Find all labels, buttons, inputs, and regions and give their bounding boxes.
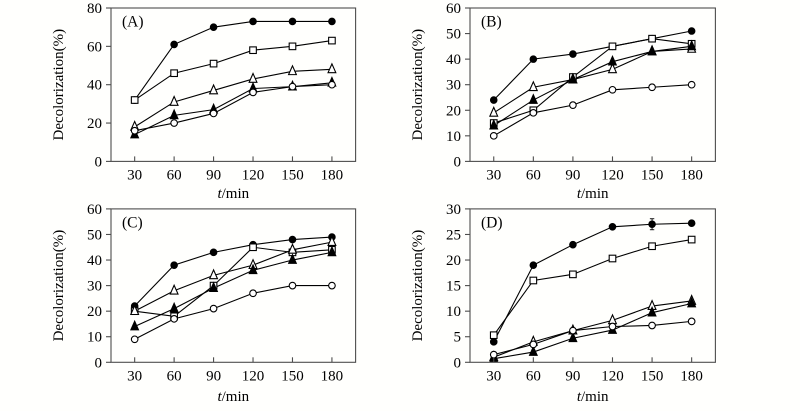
svg-text:60: 60	[167, 368, 182, 384]
svg-text:60: 60	[526, 368, 541, 384]
svg-text:Decolorization(%): Decolorization(%)	[410, 230, 426, 342]
svg-text:50: 50	[446, 27, 461, 43]
svg-text:t/min: t/min	[217, 389, 249, 405]
svg-text:30: 30	[446, 203, 461, 218]
svg-text:t/min: t/min	[577, 389, 609, 405]
svg-text:180: 180	[680, 368, 703, 384]
svg-text:15: 15	[446, 279, 461, 295]
svg-text:(D): (D)	[481, 214, 503, 231]
svg-text:150: 150	[641, 368, 664, 384]
svg-text:90: 90	[206, 167, 221, 183]
svg-text:0: 0	[95, 154, 103, 170]
svg-text:0: 0	[454, 355, 462, 371]
svg-text:120: 120	[601, 368, 624, 384]
svg-text:150: 150	[281, 368, 304, 384]
svg-text:30: 30	[486, 167, 501, 183]
svg-text:30: 30	[446, 78, 461, 94]
svg-text:90: 90	[565, 167, 580, 183]
svg-text:Decolorization(%): Decolorization(%)	[51, 29, 67, 141]
svg-text:40: 40	[87, 78, 102, 94]
svg-text:(B): (B)	[481, 14, 502, 31]
svg-text:30: 30	[127, 368, 142, 384]
svg-text:5: 5	[454, 330, 462, 346]
svg-text:10: 10	[87, 330, 102, 346]
svg-text:60: 60	[167, 167, 182, 183]
svg-text:10: 10	[446, 129, 461, 145]
svg-text:(C): (C)	[122, 214, 143, 231]
svg-text:t/min: t/min	[577, 186, 609, 202]
svg-text:60: 60	[87, 203, 102, 218]
svg-text:25: 25	[446, 227, 461, 243]
svg-text:Decolorization(%): Decolorization(%)	[410, 29, 426, 141]
svg-text:0: 0	[454, 154, 462, 170]
svg-text:20: 20	[446, 103, 461, 119]
svg-text:180: 180	[321, 368, 344, 384]
svg-text:120: 120	[242, 368, 265, 384]
svg-text:20: 20	[446, 253, 461, 269]
svg-text:60: 60	[87, 39, 102, 55]
svg-text:30: 30	[486, 368, 501, 384]
svg-text:50: 50	[87, 227, 102, 243]
svg-text:180: 180	[680, 167, 703, 183]
svg-text:60: 60	[446, 1, 461, 17]
svg-text:(A): (A)	[122, 14, 144, 31]
svg-text:40: 40	[446, 52, 461, 68]
svg-text:60: 60	[526, 167, 541, 183]
svg-text:150: 150	[641, 167, 664, 183]
svg-text:90: 90	[565, 368, 580, 384]
svg-text:30: 30	[87, 279, 102, 295]
svg-text:80: 80	[87, 1, 102, 17]
svg-text:t/min: t/min	[217, 186, 249, 202]
svg-text:20: 20	[87, 116, 102, 132]
svg-text:Decolorization(%): Decolorization(%)	[51, 230, 67, 342]
svg-text:20: 20	[87, 304, 102, 320]
svg-text:120: 120	[242, 167, 265, 183]
svg-text:120: 120	[601, 167, 624, 183]
svg-text:180: 180	[321, 167, 344, 183]
svg-text:150: 150	[281, 167, 304, 183]
svg-text:10: 10	[446, 304, 461, 320]
svg-text:90: 90	[206, 368, 221, 384]
svg-text:0: 0	[95, 355, 103, 371]
svg-text:30: 30	[127, 167, 142, 183]
svg-text:40: 40	[87, 253, 102, 269]
